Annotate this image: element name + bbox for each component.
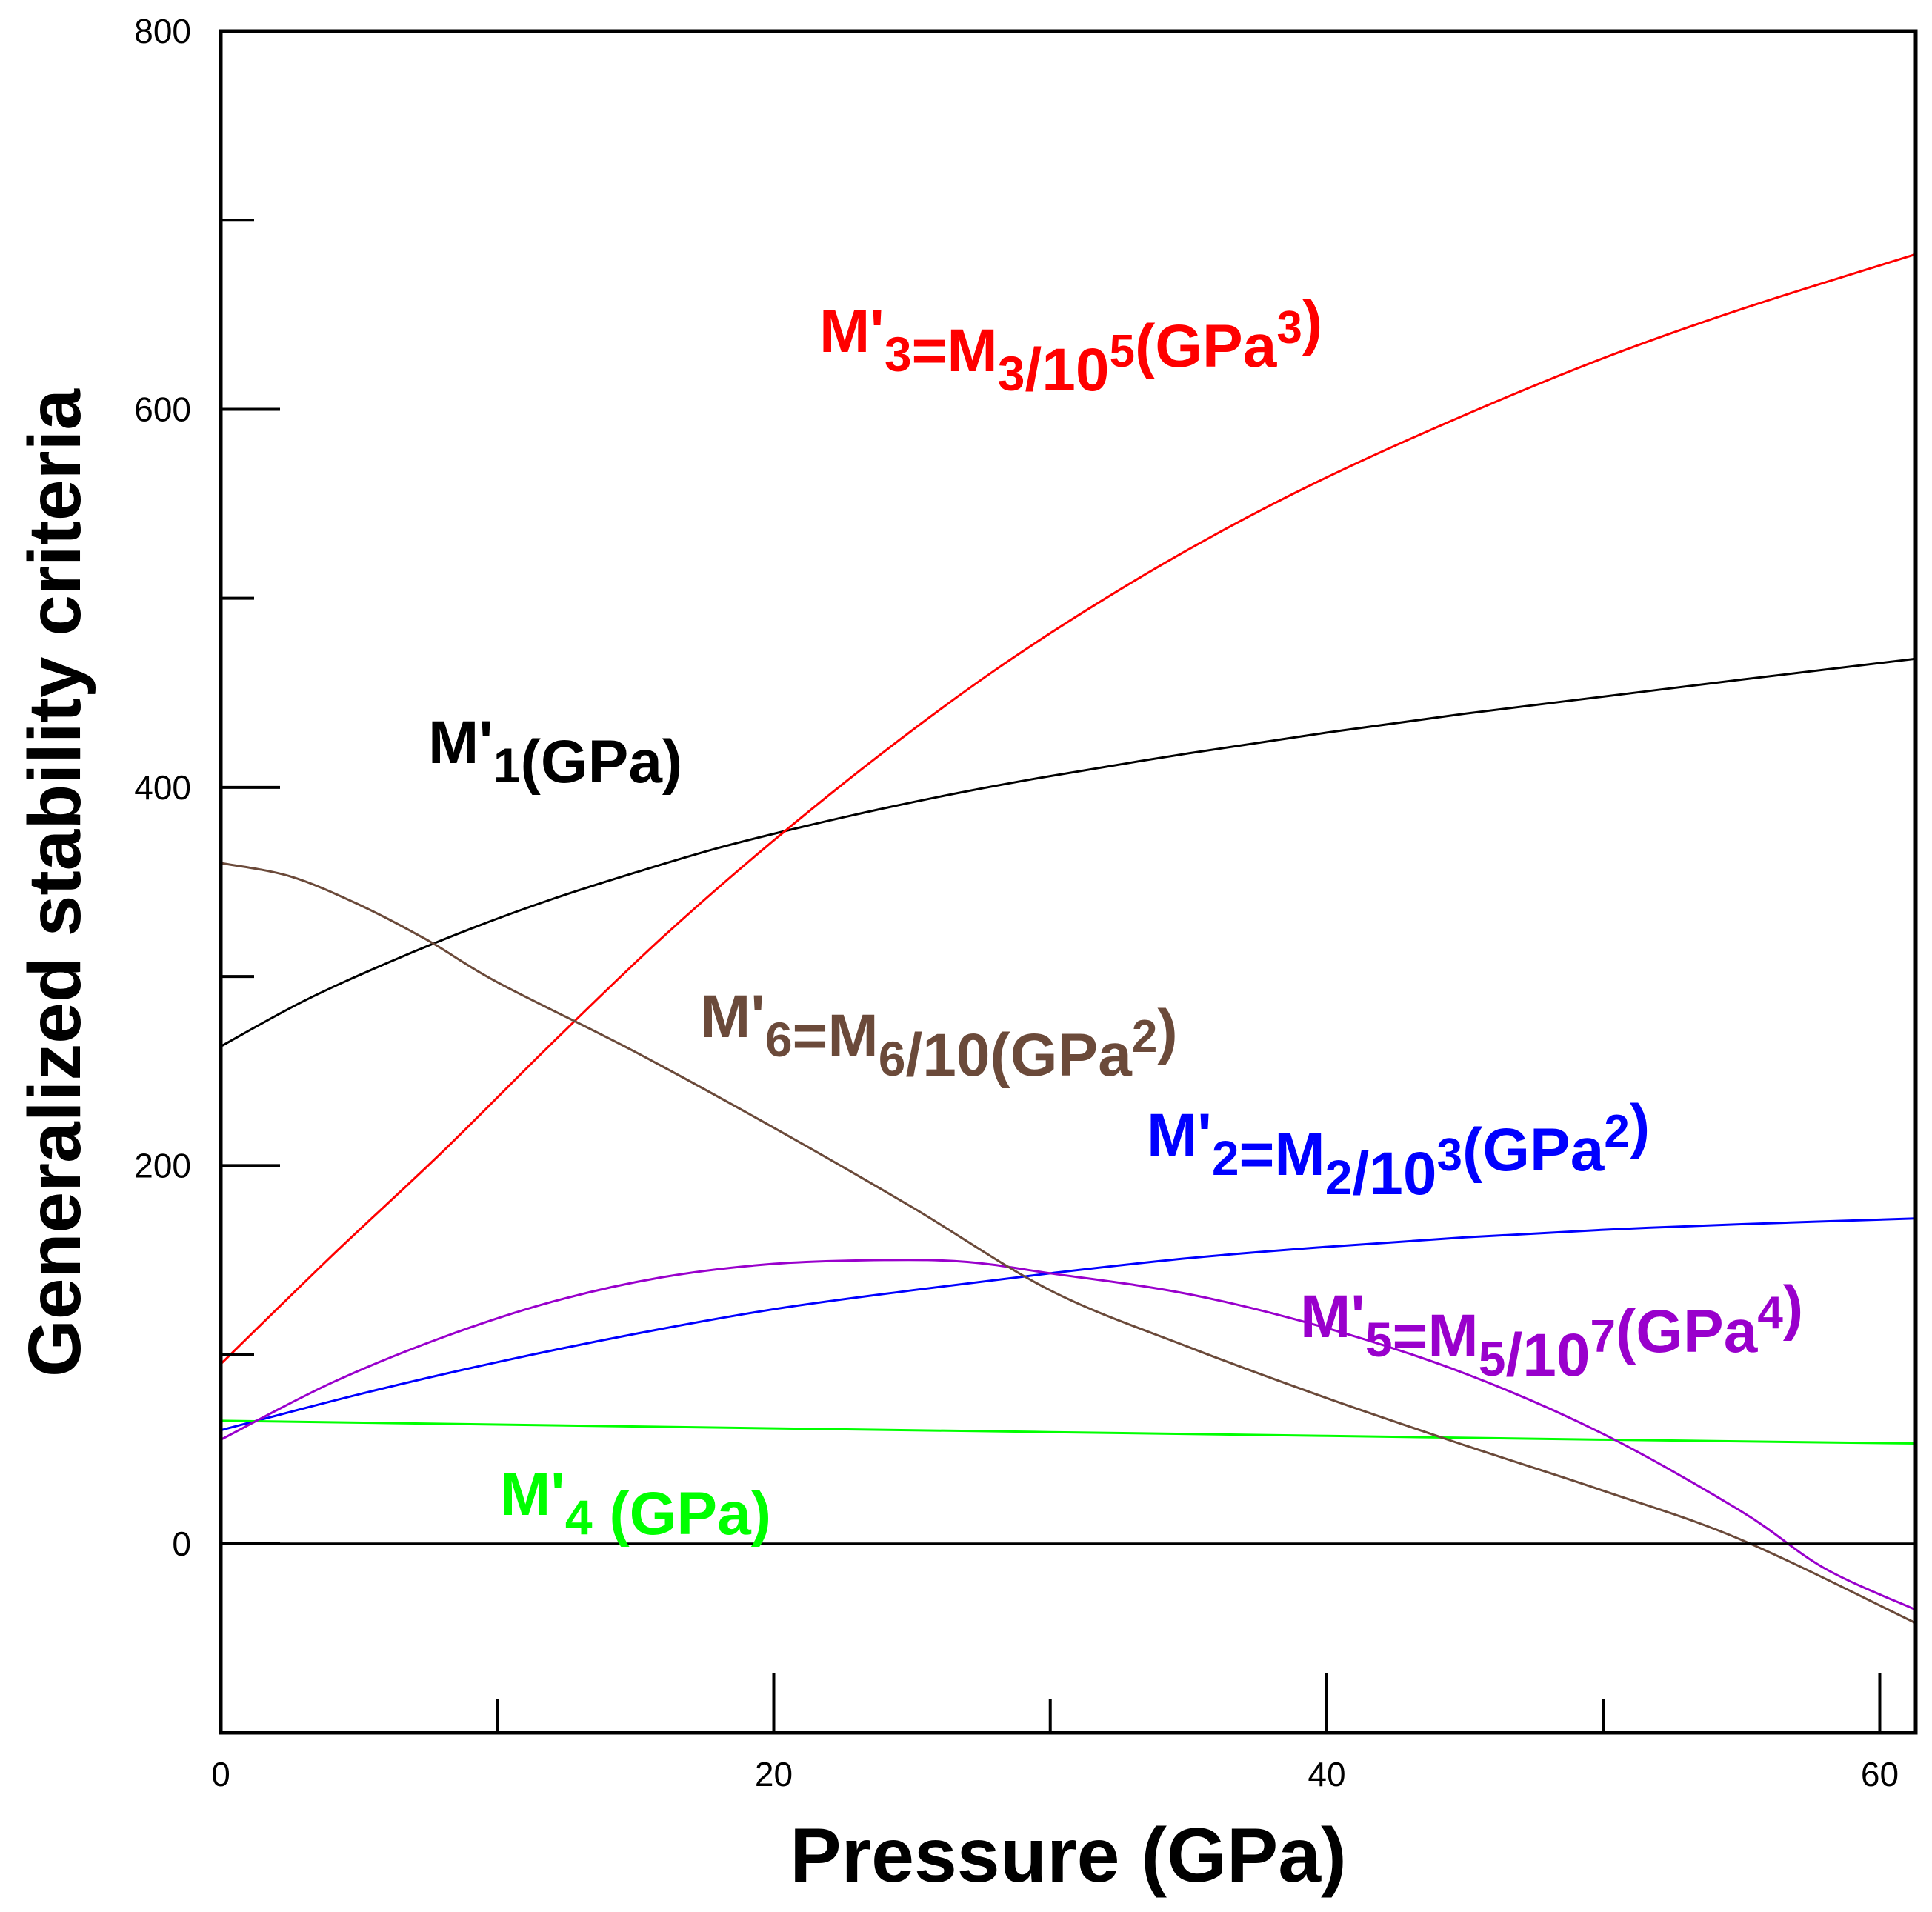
- label-part: =M: [912, 317, 998, 384]
- label-part: 2: [1212, 1130, 1239, 1185]
- label-part: ): [1157, 998, 1177, 1065]
- curve-labels-layer: M'1(GPa)M'2=M2/103(GPa2)M'3=M3/105(GPa3)…: [428, 289, 1803, 1548]
- label-part: M': [428, 709, 493, 776]
- label-part: M': [500, 1461, 565, 1528]
- label-part: 6: [765, 1012, 793, 1067]
- label-part: M': [819, 298, 885, 365]
- y-tick-label: 400: [134, 768, 191, 807]
- label-part: ): [1783, 1274, 1803, 1342]
- label-part: 2: [1132, 1011, 1157, 1062]
- label-part: 1: [493, 738, 521, 793]
- label-part: M': [1147, 1102, 1212, 1169]
- ticks-layer: [219, 30, 1882, 1734]
- label-part: 6: [879, 1031, 906, 1086]
- x-axis-title: Pressure (GPa): [790, 1813, 1346, 1899]
- label-part: (GPa): [521, 728, 683, 796]
- label-part: =M: [793, 1002, 879, 1070]
- plot-frame: [219, 29, 1918, 1735]
- curve-label-m3: M'3=M3/105(GPa3): [819, 289, 1322, 404]
- y-tick-label: 600: [134, 390, 191, 428]
- curve-m5: [220, 1259, 1916, 1611]
- label-part: 4: [565, 1490, 593, 1545]
- label-part: 5: [1479, 1331, 1506, 1386]
- y-axis-title: Generalized stability criteria: [13, 388, 96, 1377]
- label-part: (GPa: [1135, 313, 1278, 380]
- curve-label-m2: M'2=M2/103(GPa2): [1147, 1093, 1650, 1208]
- label-part: /10: [1505, 1322, 1590, 1389]
- x-tick-label: 40: [1308, 1755, 1345, 1793]
- curve-label-m4: M'4 (GPa): [500, 1461, 771, 1548]
- curve-m4: [220, 1419, 1916, 1445]
- label-part: M': [1300, 1283, 1365, 1350]
- label-part: 3: [1436, 1130, 1462, 1181]
- label-part: 5: [1109, 326, 1134, 377]
- curve-m6: [220, 862, 1916, 1625]
- label-part: 4: [1757, 1288, 1783, 1339]
- label-part: 2: [1604, 1106, 1629, 1157]
- curve-label-m5: M'5=M5/107(GPa4): [1300, 1274, 1803, 1389]
- y-tick-label: 0: [172, 1525, 191, 1563]
- y-tick-label: 800: [134, 12, 191, 50]
- label-part: ): [1630, 1093, 1650, 1160]
- label-part: =M: [1239, 1121, 1325, 1188]
- label-part: ): [1302, 289, 1322, 356]
- label-part: /10: [1025, 336, 1109, 404]
- label-part: 2: [1325, 1150, 1353, 1205]
- label-part: M': [700, 983, 765, 1050]
- curve-m3: [219, 253, 1916, 1365]
- curve-label-m6: M'6=M6/10(GPa2): [700, 983, 1178, 1089]
- x-tick-label: 20: [755, 1755, 793, 1793]
- label-part: (GPa: [1462, 1116, 1605, 1184]
- label-part: 3: [885, 327, 912, 382]
- label-part: 3: [998, 346, 1025, 401]
- label-part: 5: [1365, 1312, 1393, 1367]
- label-part: 3: [1276, 302, 1302, 353]
- label-part: /10: [1352, 1140, 1436, 1208]
- label-part: (GPa): [593, 1480, 771, 1548]
- y-tick-label: 200: [134, 1146, 191, 1185]
- label-part: (GPa: [1616, 1298, 1759, 1365]
- label-part: /10(GPa: [905, 1022, 1133, 1089]
- x-tick-label: 0: [211, 1755, 230, 1793]
- x-tick-label: 60: [1861, 1755, 1899, 1793]
- curves-layer: [219, 253, 1916, 1625]
- tick-labels-layer: 0 200 400 600 800 0 20 40 60: [134, 12, 1899, 1793]
- curve-m1: [220, 657, 1916, 1047]
- label-part: 7: [1590, 1311, 1615, 1362]
- label-part: =M: [1393, 1302, 1479, 1370]
- curve-label-m1: M'1(GPa): [428, 709, 682, 796]
